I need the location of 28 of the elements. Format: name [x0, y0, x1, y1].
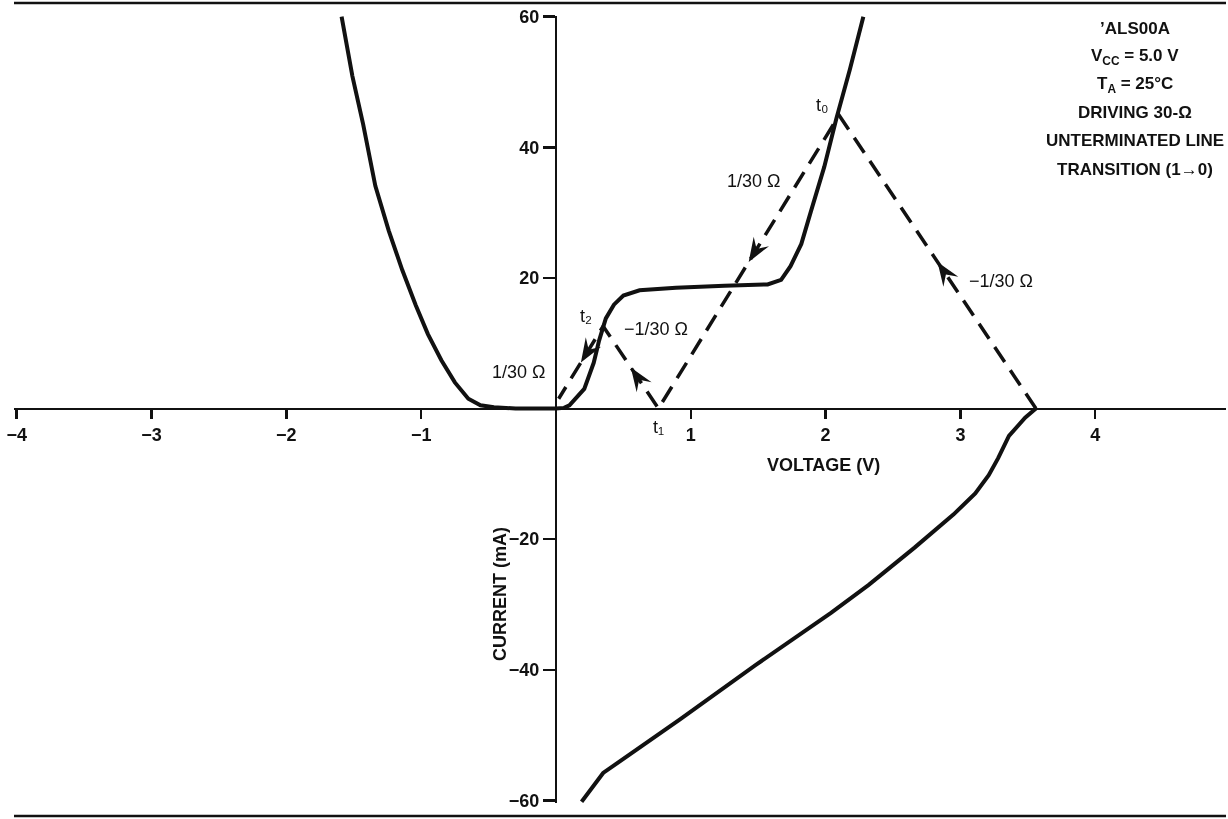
x-tick-label: 4 [1090, 424, 1101, 445]
x-tick-label: −2 [276, 424, 297, 445]
annotation: t₂ [580, 306, 592, 326]
annotation: DRIVING 30-Ω [1078, 103, 1192, 122]
y-tick-label: 40 [519, 137, 540, 158]
x-tick-label: −3 [141, 424, 162, 445]
annotation: −1/30 Ω [624, 319, 689, 339]
annotation: TRANSITION (1→0) [1057, 160, 1213, 179]
y-tick-label: −60 [508, 790, 540, 811]
y-axis-title: CURRENT (mA) [490, 526, 511, 661]
x-tick-label: −1 [410, 424, 432, 445]
y-tick-label: −40 [508, 660, 540, 681]
y-tick-label: 60 [519, 6, 540, 27]
annotation: UNTERMINATED LINE [1046, 131, 1225, 150]
x-axis-title: VOLTAGE (V) [767, 455, 881, 475]
x-tick-label: 1 [685, 424, 696, 445]
x-tick-label: 2 [820, 424, 831, 445]
annotation: 1/30 Ω [727, 171, 781, 191]
annotation: ’ALS00A [1100, 19, 1170, 38]
annotation: t₁ [653, 417, 665, 437]
annotation: −1/30 Ω [969, 271, 1034, 291]
x-tick-label: −4 [6, 424, 27, 445]
annotation: t₀ [816, 95, 829, 115]
annotation: V$_{CC}$ = 5.0 V [1091, 46, 1180, 68]
y-tick-label: 20 [519, 268, 540, 289]
x-tick-label: 3 [955, 424, 966, 445]
annotation: 1/30 Ω [492, 362, 546, 382]
annotation: T$_{A}$ = 25°C [1097, 74, 1174, 96]
